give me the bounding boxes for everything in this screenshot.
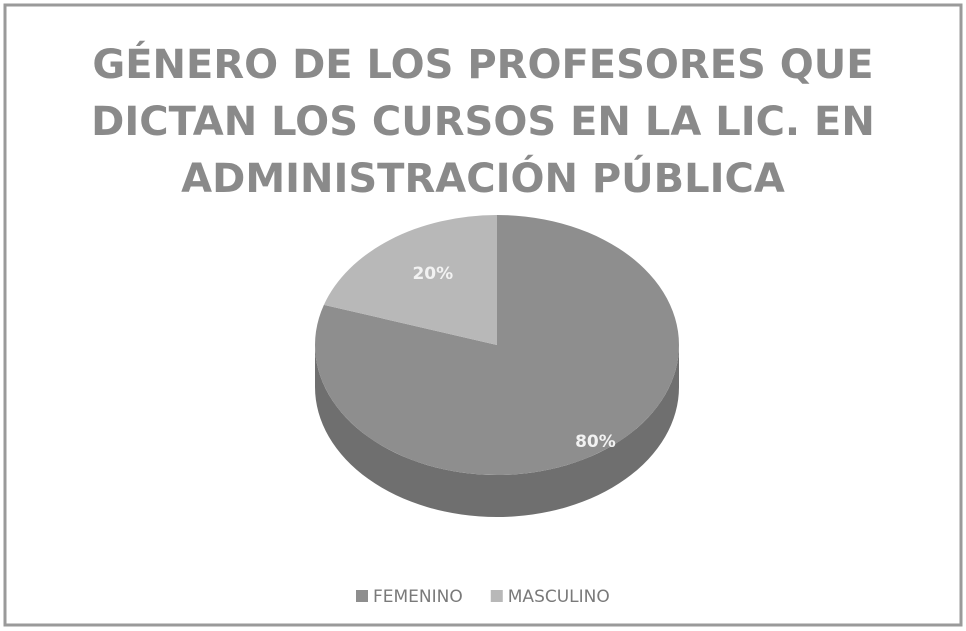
- chart-title: GÉNERO DE LOS PROFESORES QUE: [92, 40, 873, 88]
- legend-label: MASCULINO: [508, 587, 610, 607]
- value-label: 20%: [412, 264, 453, 284]
- legend-label: FEMENINO: [373, 587, 463, 607]
- chart-title: DICTAN LOS CURSOS EN LA LIC. EN: [91, 99, 875, 145]
- legend-swatch: [356, 590, 368, 602]
- pie-slice: [323, 215, 497, 345]
- chart-title: ADMINISTRACIÓN PÚBLICA: [181, 154, 785, 202]
- pie-side: [315, 345, 679, 517]
- legend-swatch: [490, 590, 503, 602]
- value-label: 80%: [575, 432, 616, 452]
